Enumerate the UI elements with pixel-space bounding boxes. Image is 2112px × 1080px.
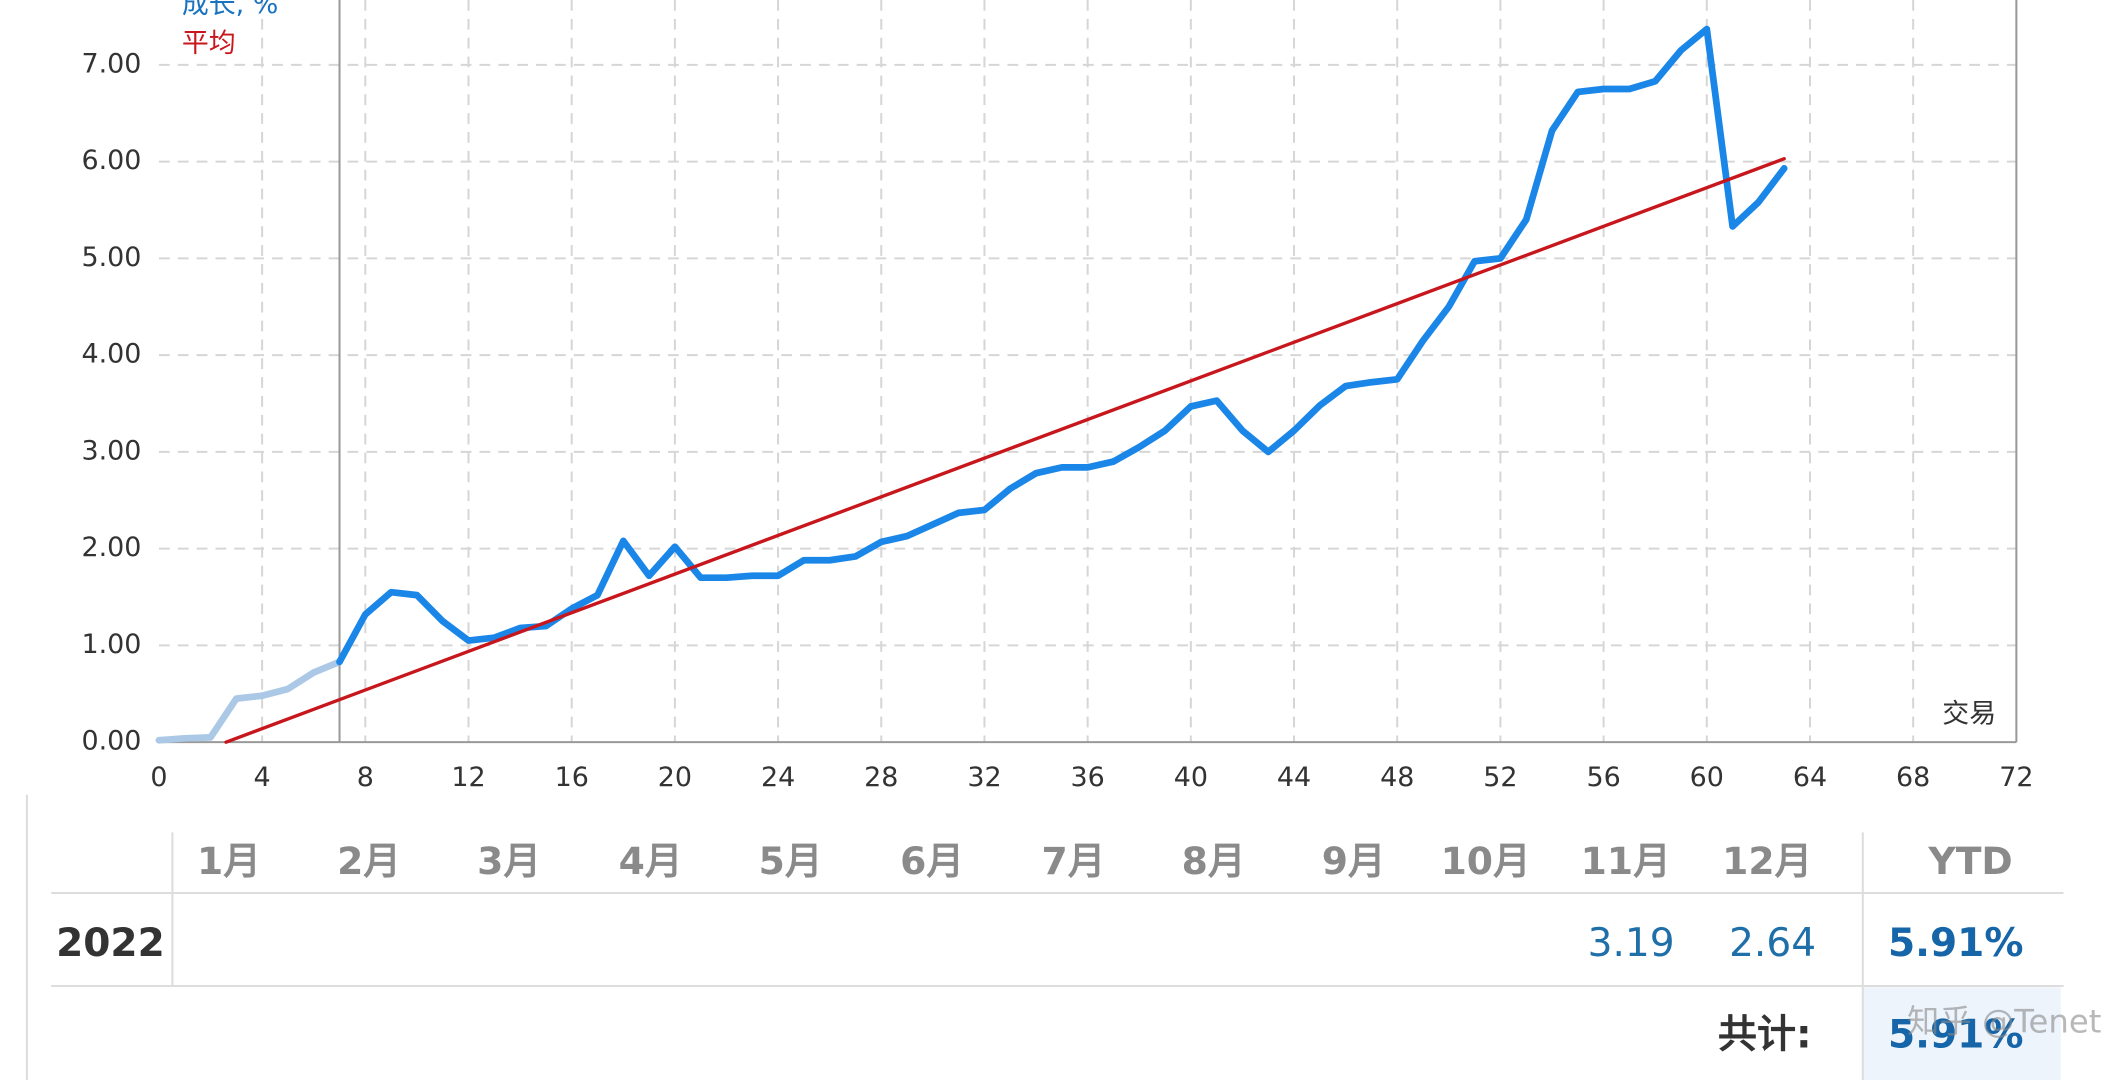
x-axis-label: 交易 [1942,699,1996,730]
x-tick-label: 56 [1586,762,1620,793]
column-header: 3月 [477,839,541,883]
x-tick-label: 8 [357,762,374,793]
line-faded [155,658,343,744]
x-tick-label: 36 [1071,762,1105,793]
column-header: 10月 [1441,839,1531,883]
x-tick-label: 24 [761,762,795,793]
x-tick-label: 4 [254,762,271,793]
x-tick-label: 0 [150,762,167,793]
y-tick-label: 5.00 [81,242,141,273]
column-header: 5月 [759,839,823,883]
y-tick-label: 0.00 [81,726,141,757]
ytd-value: 5.91% [1888,921,2023,966]
x-tick-label: 28 [864,762,898,793]
cell-value: 3.19 [1588,921,1675,966]
watermark: 知乎 @Tenet [1907,1003,2101,1041]
y-tick-label: 3.00 [81,435,141,466]
column-header: 11月 [1581,839,1671,883]
y-tick-label: 6.00 [81,145,141,176]
x-tick-label: 20 [658,762,692,793]
y-tick-label: 1.00 [81,629,141,660]
total-value: 5.91% [1888,1013,2023,1058]
x-tick-label: 16 [555,762,589,793]
x-tick-label: 32 [967,762,1001,793]
grid [158,0,2017,743]
column-header: 2月 [337,839,401,883]
x-tick-label: 60 [1690,762,1724,793]
column-header: 1月 [197,839,261,883]
column-header: YTD [1927,839,2012,883]
x-tick-label: 48 [1380,762,1414,793]
legend-label: 成长, % [182,0,279,20]
total-label: 共计: [1718,1013,1812,1058]
column-header: 6月 [900,839,964,883]
x-tick-label: 72 [1999,762,2033,793]
y-tick-label: 7.00 [81,48,141,79]
column-header: 8月 [1182,839,1246,883]
x-tick-label: 12 [451,762,485,793]
total-cell-bg [1862,987,2061,1080]
line [336,25,1788,666]
x-tick-label: 68 [1896,762,1930,793]
y-tick-label: 4.00 [81,339,141,370]
legend-label: 平均 [182,28,236,59]
column-header: 9月 [1322,839,1386,883]
row-label: 2022 [56,921,165,966]
line [224,157,1786,744]
column-header: 7月 [1042,839,1106,883]
x-tick-label: 64 [1793,762,1827,793]
column-header: 12月 [1722,839,1812,883]
x-tick-label: 52 [1483,762,1517,793]
cell-value: 2.64 [1729,921,1816,966]
column-header: 4月 [619,839,683,883]
x-tick-label: 44 [1277,762,1311,793]
y-tick-label: 2.00 [81,532,141,563]
x-tick-label: 40 [1174,762,1208,793]
